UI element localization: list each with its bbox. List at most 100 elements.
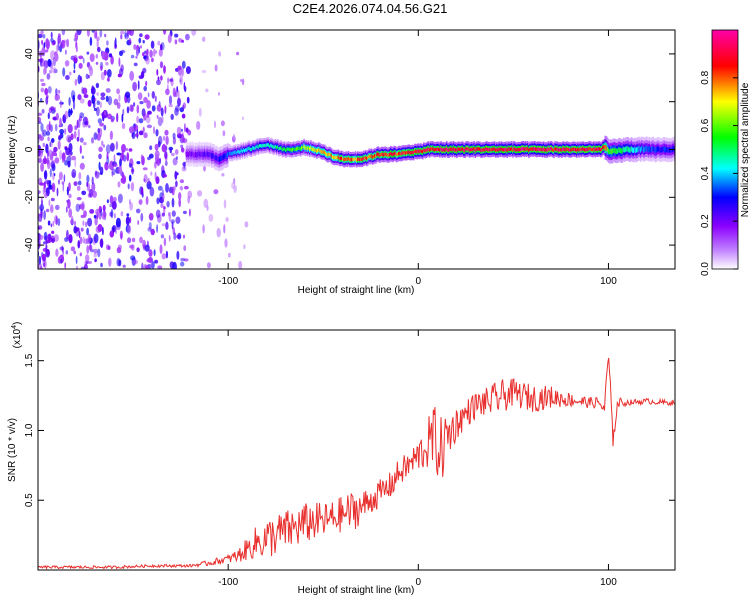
scale-factor-exponent: 4: [11, 325, 18, 329]
ridge-segment: [290, 148, 293, 152]
noise-speckle: [117, 73, 122, 78]
ridge-segment: [588, 146, 591, 151]
ridge-segment: [451, 148, 454, 152]
noise-speckle: [163, 65, 166, 74]
noise-speckle: [91, 176, 94, 185]
ridge-segment: [654, 147, 657, 154]
noise-speckle: [198, 107, 202, 117]
noise-speckle: [171, 210, 176, 217]
top-x-axis-label: Height of straight line (km): [298, 285, 415, 296]
noise-speckle: [95, 82, 100, 89]
noise-speckle: [98, 153, 102, 160]
noise-speckle: [218, 51, 222, 57]
ridge-segment: [271, 144, 273, 148]
noise-speckle: [172, 157, 178, 166]
ridge-segment: [555, 147, 558, 152]
colorbar-tick-label: 0.0: [700, 262, 711, 276]
ridge-segment: [412, 151, 415, 155]
noise-speckle: [167, 77, 170, 84]
ridge-segment: [367, 156, 369, 160]
ridge-segment: [536, 147, 538, 152]
colorbar-tick-label: 0.6: [700, 118, 711, 132]
noise-speckle: [202, 36, 206, 42]
ridge-segment: [444, 148, 447, 152]
ridge-segment: [545, 147, 547, 152]
noise-speckle: [160, 203, 164, 209]
ridge-segment: [629, 147, 632, 153]
noise-speckle: [153, 249, 156, 256]
ridge-segment: [576, 148, 578, 152]
noise-speckle: [122, 264, 126, 268]
noise-speckle: [55, 248, 59, 257]
ridge-segment: [302, 146, 304, 150]
ridge-segment: [289, 147, 292, 152]
noise-speckle: [50, 106, 55, 111]
noise-speckle: [160, 107, 164, 117]
noise-speckle: [125, 147, 129, 152]
ridge-segment: [312, 147, 315, 151]
noise-speckle: [134, 133, 139, 138]
noise-speckle: [77, 240, 81, 249]
colorbar-ticks: 0.0 0.2 0.4 0.6 0.8: [700, 70, 738, 276]
noise-speckle: [113, 98, 119, 106]
ridge-segment: [185, 151, 188, 157]
ridge-segment: [495, 148, 497, 152]
ridge-segment: [647, 146, 650, 153]
noise-speckle: [75, 203, 81, 212]
noise-speckle: [96, 100, 101, 105]
noise-speckle: [107, 95, 113, 106]
ridge-segment: [428, 148, 431, 152]
noise-speckle: [240, 79, 243, 82]
noise-speckle: [144, 244, 150, 252]
ridge-segment: [233, 150, 236, 155]
noise-speckle: [147, 110, 152, 115]
top-y-axis-label: Frequency (Hz): [7, 116, 18, 185]
ridge-segment: [474, 148, 477, 153]
noise-speckle: [116, 112, 119, 123]
ridge-segment: [556, 147, 559, 151]
noise-speckle: [206, 205, 209, 212]
noise-speckle: [186, 96, 190, 104]
noise-speckle: [180, 261, 185, 267]
ridge-segment: [609, 149, 611, 155]
bottom-y-axis-label: SNR (10 * v/v): [7, 418, 18, 482]
noise-speckle: [166, 200, 170, 208]
ridge-segment: [320, 150, 322, 154]
ridge-segment: [410, 151, 413, 155]
noise-speckle: [116, 88, 120, 95]
ridge-segment: [485, 147, 488, 151]
noise-speckle: [38, 112, 43, 116]
x-tick-label: -100: [218, 276, 238, 287]
top-y-ticks: -40 -20 0 20 40: [24, 48, 675, 252]
ridge-segment: [482, 148, 484, 152]
ridge-segment: [571, 147, 573, 152]
ridge-segment: [336, 156, 338, 160]
ridge-segment: [425, 148, 427, 153]
noise-speckle: [142, 126, 145, 133]
noise-speckle: [56, 187, 59, 197]
noise-speckle: [165, 221, 169, 230]
ridge-segment: [197, 152, 199, 158]
ridge-segment: [623, 147, 626, 153]
noise-speckle: [223, 199, 227, 209]
noise-speckle: [177, 232, 182, 240]
noise-speckle: [87, 233, 92, 243]
noise-speckle: [45, 38, 49, 48]
noise-speckle: [181, 113, 186, 119]
ridge-segment: [448, 148, 450, 152]
noise-speckle: [61, 181, 65, 185]
ridge-segment: [207, 151, 210, 158]
ridge-segment: [602, 145, 604, 150]
noise-speckle: [42, 142, 46, 148]
ridge-segment: [585, 148, 587, 152]
ridge-segment: [568, 147, 570, 152]
ridge-segment: [528, 148, 530, 152]
noise-speckle: [174, 149, 179, 155]
noise-speckle: [216, 227, 221, 238]
ridge-segment: [539, 147, 542, 152]
noise-speckle: [157, 76, 160, 81]
ridge-segment: [476, 147, 479, 151]
noise-speckle: [165, 250, 168, 259]
ridge-segment: [309, 147, 311, 151]
